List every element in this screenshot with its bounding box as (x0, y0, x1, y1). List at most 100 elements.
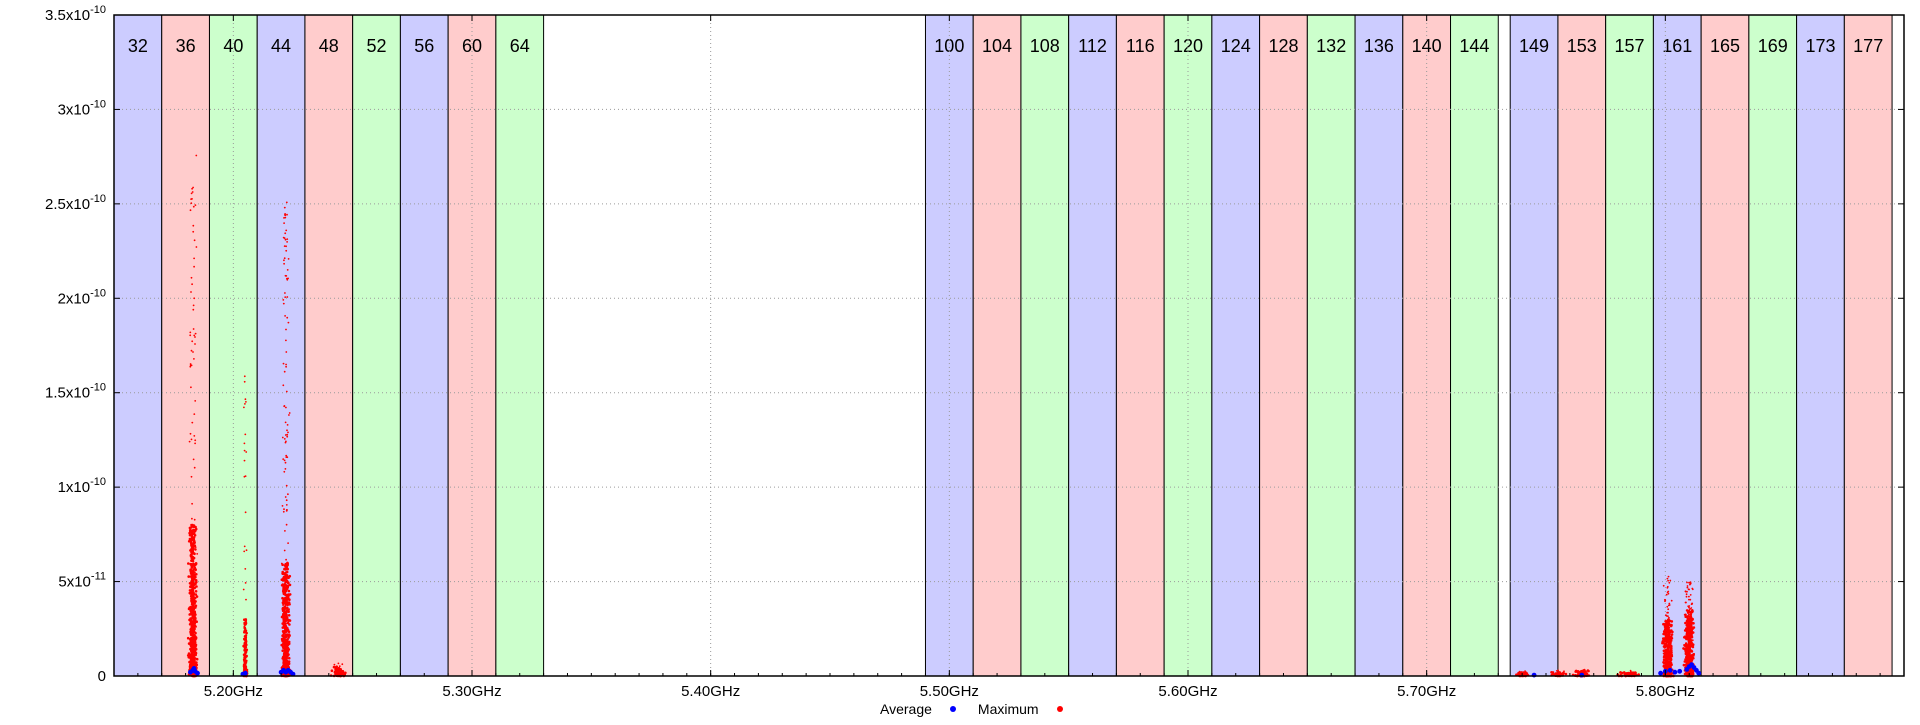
point-maximum (193, 586, 196, 590)
point-maximum (285, 622, 287, 625)
point-maximum (190, 633, 194, 636)
point-maximum (285, 365, 287, 368)
point-maximum (242, 653, 246, 656)
point-maximum (1668, 665, 1671, 668)
point-maximum (191, 340, 194, 343)
channel-label-136: 136 (1364, 36, 1394, 56)
y-tick-label: 2.5x10-10 (45, 193, 106, 213)
point-maximum (287, 258, 290, 260)
channel-label-124: 124 (1221, 36, 1251, 56)
point-average (1531, 672, 1537, 678)
channel-label-100: 100 (934, 36, 964, 56)
point-maximum (191, 629, 195, 632)
point-maximum (283, 237, 286, 240)
channel-band-48 (304, 14, 354, 677)
point-maximum (1667, 618, 1670, 621)
point-maximum (1667, 608, 1670, 611)
point-maximum (282, 362, 285, 365)
channel-band-169 (1748, 14, 1798, 677)
point-maximum (194, 600, 197, 603)
x-tick-label: 5.70GHz (1397, 683, 1456, 700)
point-maximum (192, 205, 195, 208)
y-tick-label: 1.5x10-10 (45, 382, 106, 402)
point-maximum (1664, 637, 1668, 641)
point-maximum (1687, 609, 1690, 613)
legend-label-maximum: Maximum (977, 701, 1039, 717)
point-maximum (188, 537, 192, 541)
channel-band-36 (161, 14, 210, 677)
point-average (1677, 668, 1683, 674)
point-maximum (282, 633, 285, 637)
point-maximum (1664, 627, 1667, 631)
point-maximum (1688, 627, 1691, 630)
point-maximum (1691, 645, 1695, 649)
point-maximum (1686, 621, 1690, 624)
point-maximum (190, 564, 194, 568)
point-maximum (243, 459, 246, 462)
point-maximum (194, 548, 197, 551)
point-maximum (283, 217, 285, 219)
point-maximum (243, 550, 246, 553)
point-maximum (1666, 662, 1669, 665)
channel-label-153: 153 (1567, 36, 1597, 56)
point-maximum (1690, 650, 1694, 653)
point-maximum (196, 553, 199, 555)
point-maximum (287, 576, 290, 580)
point-maximum (1684, 590, 1687, 593)
point-maximum (1685, 595, 1688, 598)
point-maximum (333, 663, 336, 666)
point-maximum (191, 601, 194, 604)
point-maximum (190, 626, 194, 629)
point-maximum (192, 230, 195, 233)
plot-border (113, 14, 1905, 677)
point-maximum (287, 493, 289, 496)
point-maximum (1693, 653, 1695, 655)
point-maximum (1664, 631, 1667, 635)
point-maximum (1685, 655, 1688, 659)
point-maximum (1687, 661, 1690, 664)
point-maximum (190, 291, 192, 293)
point-maximum (1684, 642, 1688, 645)
point-maximum (282, 626, 286, 629)
point-maximum (192, 658, 195, 662)
point-average (1696, 670, 1702, 676)
channel-band-116 (1115, 14, 1165, 677)
point-maximum (194, 400, 197, 402)
point-maximum (285, 249, 288, 252)
point-maximum (284, 588, 287, 592)
point-maximum (187, 540, 191, 543)
point-maximum (190, 386, 192, 389)
point-maximum (286, 433, 289, 436)
point-maximum (284, 421, 287, 424)
point-maximum (1667, 615, 1669, 618)
point-maximum (288, 598, 291, 601)
point-maximum (193, 534, 197, 537)
point-maximum (192, 615, 196, 618)
channel-band-112 (1068, 14, 1117, 677)
point-maximum (193, 413, 196, 415)
point-average (1579, 672, 1585, 678)
point-maximum (193, 297, 196, 300)
point-maximum (1576, 670, 1580, 674)
channel-label-48: 48 (319, 36, 339, 56)
y-tick-label: 0 (98, 668, 106, 685)
point-maximum (287, 614, 291, 617)
point-maximum (286, 241, 288, 243)
point-maximum (1687, 588, 1690, 591)
point-maximum (1667, 592, 1670, 595)
point-maximum (1666, 648, 1670, 652)
point-maximum (193, 518, 196, 521)
point-maximum (191, 650, 195, 654)
point-maximum (283, 222, 285, 225)
point-maximum (285, 499, 288, 502)
point-maximum (190, 543, 193, 547)
point-maximum (190, 624, 194, 627)
point-maximum (285, 201, 288, 204)
point-maximum (286, 424, 289, 426)
channel-label-149: 149 (1519, 36, 1549, 56)
point-maximum (192, 304, 195, 307)
point-maximum (190, 646, 194, 650)
point-maximum (283, 508, 285, 511)
point-maximum (285, 406, 287, 409)
point-maximum (243, 625, 246, 628)
